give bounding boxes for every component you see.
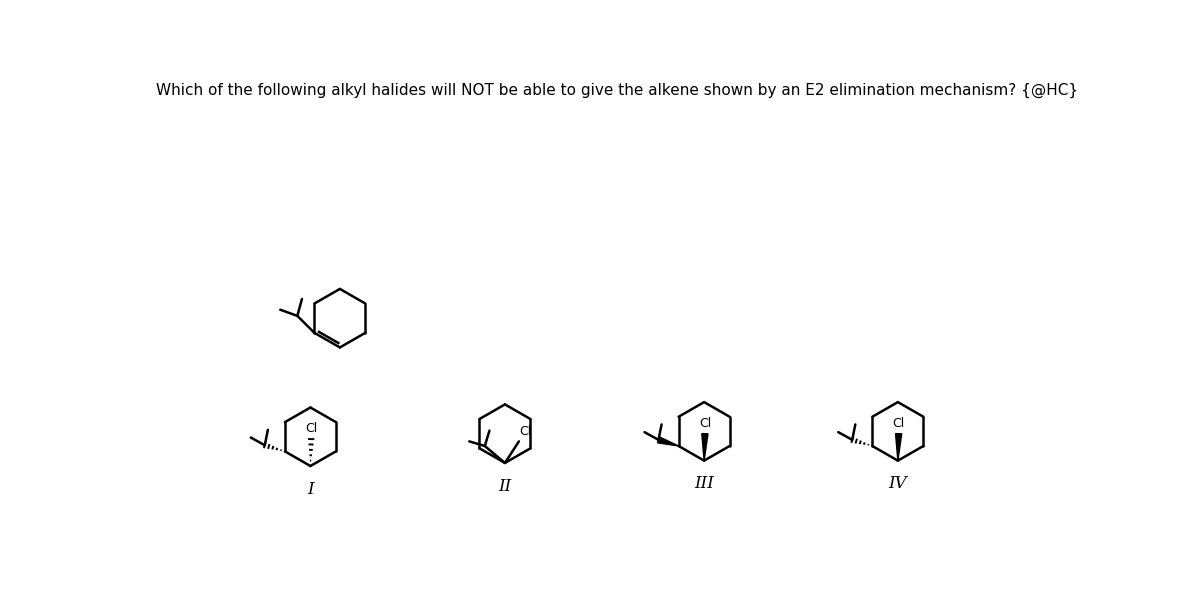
Text: IV: IV bbox=[888, 475, 907, 492]
Text: Cl: Cl bbox=[305, 422, 317, 435]
Text: Cl: Cl bbox=[698, 417, 712, 430]
Text: Cl: Cl bbox=[520, 425, 532, 437]
Text: Which of the following alkyl halides will NOT be able to give the alkene shown b: Which of the following alkyl halides wil… bbox=[156, 82, 1079, 98]
Text: II: II bbox=[498, 478, 511, 494]
Text: III: III bbox=[694, 475, 714, 492]
Text: Cl: Cl bbox=[893, 417, 905, 430]
Polygon shape bbox=[702, 434, 708, 461]
Polygon shape bbox=[895, 434, 901, 461]
Polygon shape bbox=[658, 437, 679, 446]
Text: I: I bbox=[307, 481, 313, 497]
